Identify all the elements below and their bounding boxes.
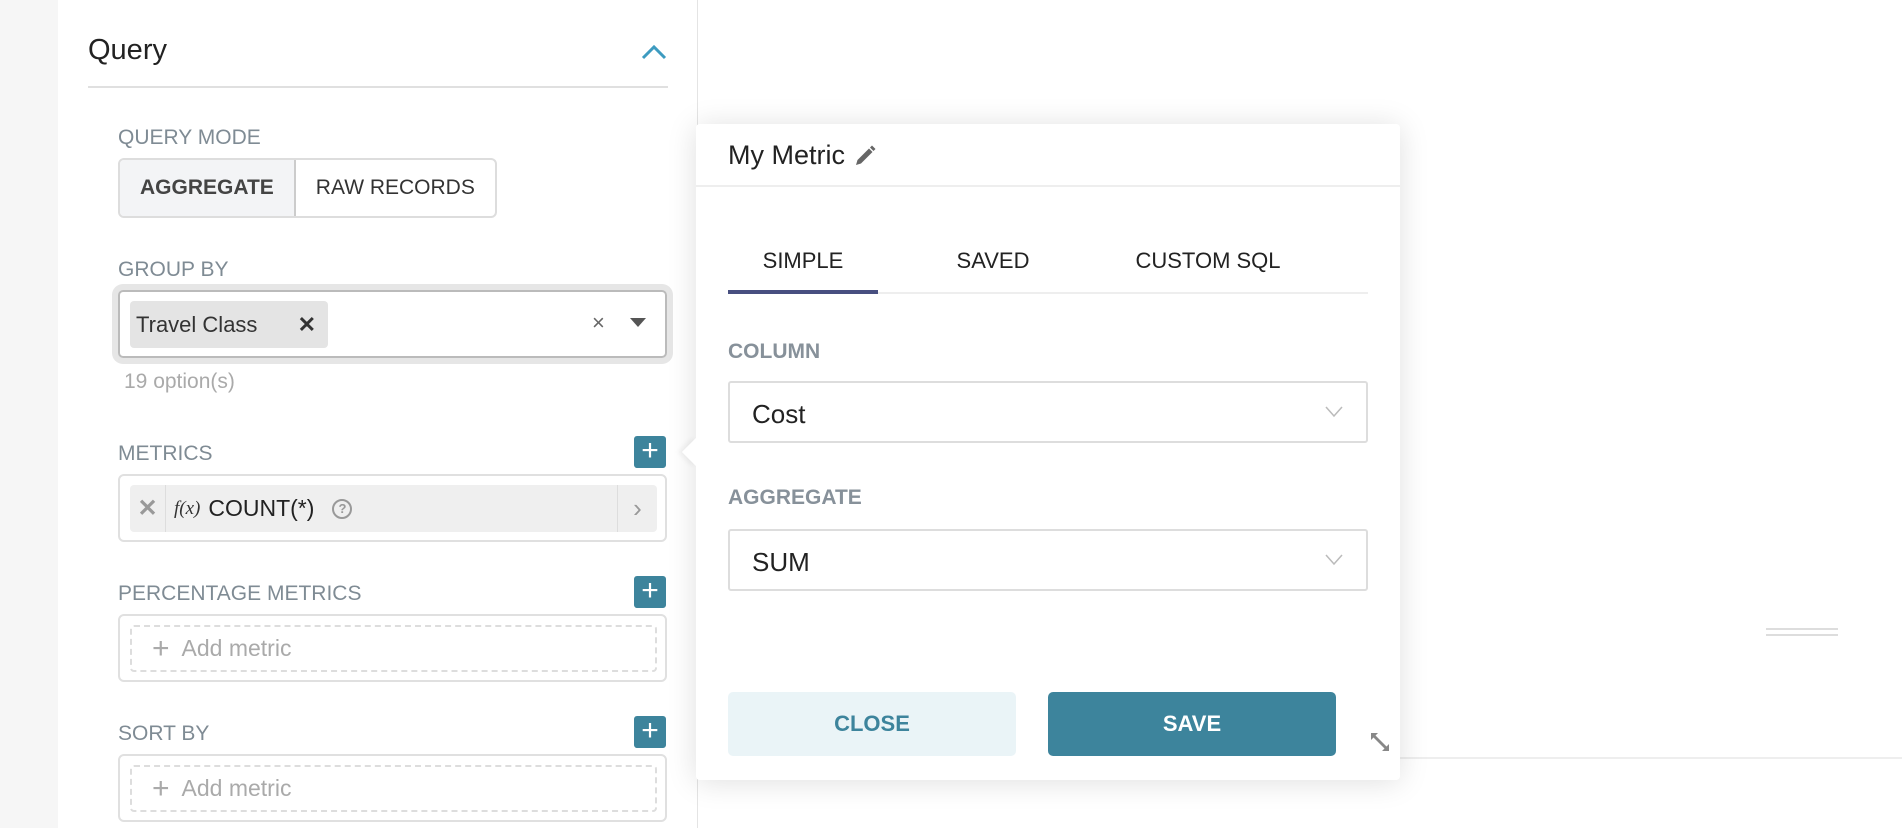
caret-down-icon[interactable]: [630, 318, 646, 330]
save-button[interactable]: SAVE: [1048, 692, 1336, 756]
options-count: 19 option(s): [124, 370, 235, 393]
help-icon[interactable]: ?: [332, 498, 353, 519]
add-metric-button[interactable]: +: [634, 436, 666, 468]
group-by-label: GROUP BY: [118, 258, 229, 281]
metric-title-text: My Metric: [728, 140, 845, 170]
aggregate-value: SUM: [752, 547, 810, 577]
column-select[interactable]: Cost: [728, 381, 1368, 443]
add-percentage-metric[interactable]: + Add metric: [130, 625, 657, 672]
divider: [1400, 757, 1902, 759]
aggregate-button[interactable]: AGGREGATE: [120, 160, 296, 216]
metric-tabs: SIMPLE SAVED CUSTOM SQL: [728, 234, 1368, 294]
divider: [88, 86, 668, 88]
divider: [696, 185, 1400, 187]
query-mode-label: QUERY MODE: [118, 126, 261, 149]
section-title: Query: [88, 34, 167, 66]
close-button[interactable]: CLOSE: [728, 692, 1016, 756]
metrics-label: METRICS: [118, 442, 213, 465]
percentage-metrics-box: + Add metric: [118, 614, 667, 682]
metric-popover: My Metric SIMPLE SAVED CUSTOM SQL COLUMN…: [681, 124, 1400, 780]
percentage-metrics-label: PERCENTAGE METRICS: [118, 582, 362, 605]
add-metric-label: Add metric: [181, 775, 292, 801]
group-by-tag: Travel Class ✕: [130, 301, 328, 348]
function-icon: f(x): [174, 497, 201, 519]
resize-icon[interactable]: [1368, 730, 1392, 754]
plus-icon: +: [152, 771, 170, 805]
remove-tag-icon[interactable]: ✕: [297, 311, 316, 337]
tag-label: Travel Class: [136, 311, 258, 337]
chevron-down-icon: [1325, 406, 1343, 418]
chevron-up-icon[interactable]: [640, 42, 668, 62]
tab-saved[interactable]: SAVED: [956, 248, 1030, 273]
metric-name: COUNT(*): [208, 495, 315, 521]
query-mode-toggle: AGGREGATE RAW RECORDS: [118, 158, 497, 218]
group-by-select[interactable]: Travel Class ✕ ×: [118, 290, 667, 358]
tab-simple[interactable]: SIMPLE: [728, 234, 878, 294]
metric-pill[interactable]: ✕ f(x) COUNT(*) ? ›: [130, 485, 657, 532]
tab-custom-sql[interactable]: CUSTOM SQL: [1135, 248, 1281, 273]
column-value: Cost: [752, 399, 806, 429]
raw-records-button[interactable]: RAW RECORDS: [315, 176, 475, 199]
clear-icon[interactable]: ×: [592, 310, 605, 335]
sort-by-box: + Add metric: [118, 754, 667, 822]
add-sort-button[interactable]: +: [634, 716, 666, 748]
remove-metric-icon[interactable]: ✕: [130, 485, 166, 532]
pencil-icon[interactable]: [853, 144, 877, 168]
aggregate-label: AGGREGATE: [728, 486, 862, 509]
left-gutter: [0, 0, 58, 828]
add-percentage-metric-button[interactable]: +: [634, 576, 666, 608]
chevron-right-icon[interactable]: ›: [617, 485, 657, 532]
column-label: COLUMN: [728, 340, 821, 363]
chevron-down-icon: [1325, 554, 1343, 566]
plus-icon: +: [152, 631, 170, 665]
sort-by-label: SORT BY: [118, 722, 210, 745]
query-panel: [58, 0, 698, 828]
metrics-box: ✕ f(x) COUNT(*) ? ›: [118, 474, 667, 542]
add-metric-label: Add metric: [181, 635, 292, 661]
drag-handle-icon[interactable]: [1766, 628, 1838, 636]
metric-title[interactable]: My Metric: [728, 140, 877, 171]
aggregate-select[interactable]: SUM: [728, 529, 1368, 591]
add-sort-metric[interactable]: + Add metric: [130, 765, 657, 812]
